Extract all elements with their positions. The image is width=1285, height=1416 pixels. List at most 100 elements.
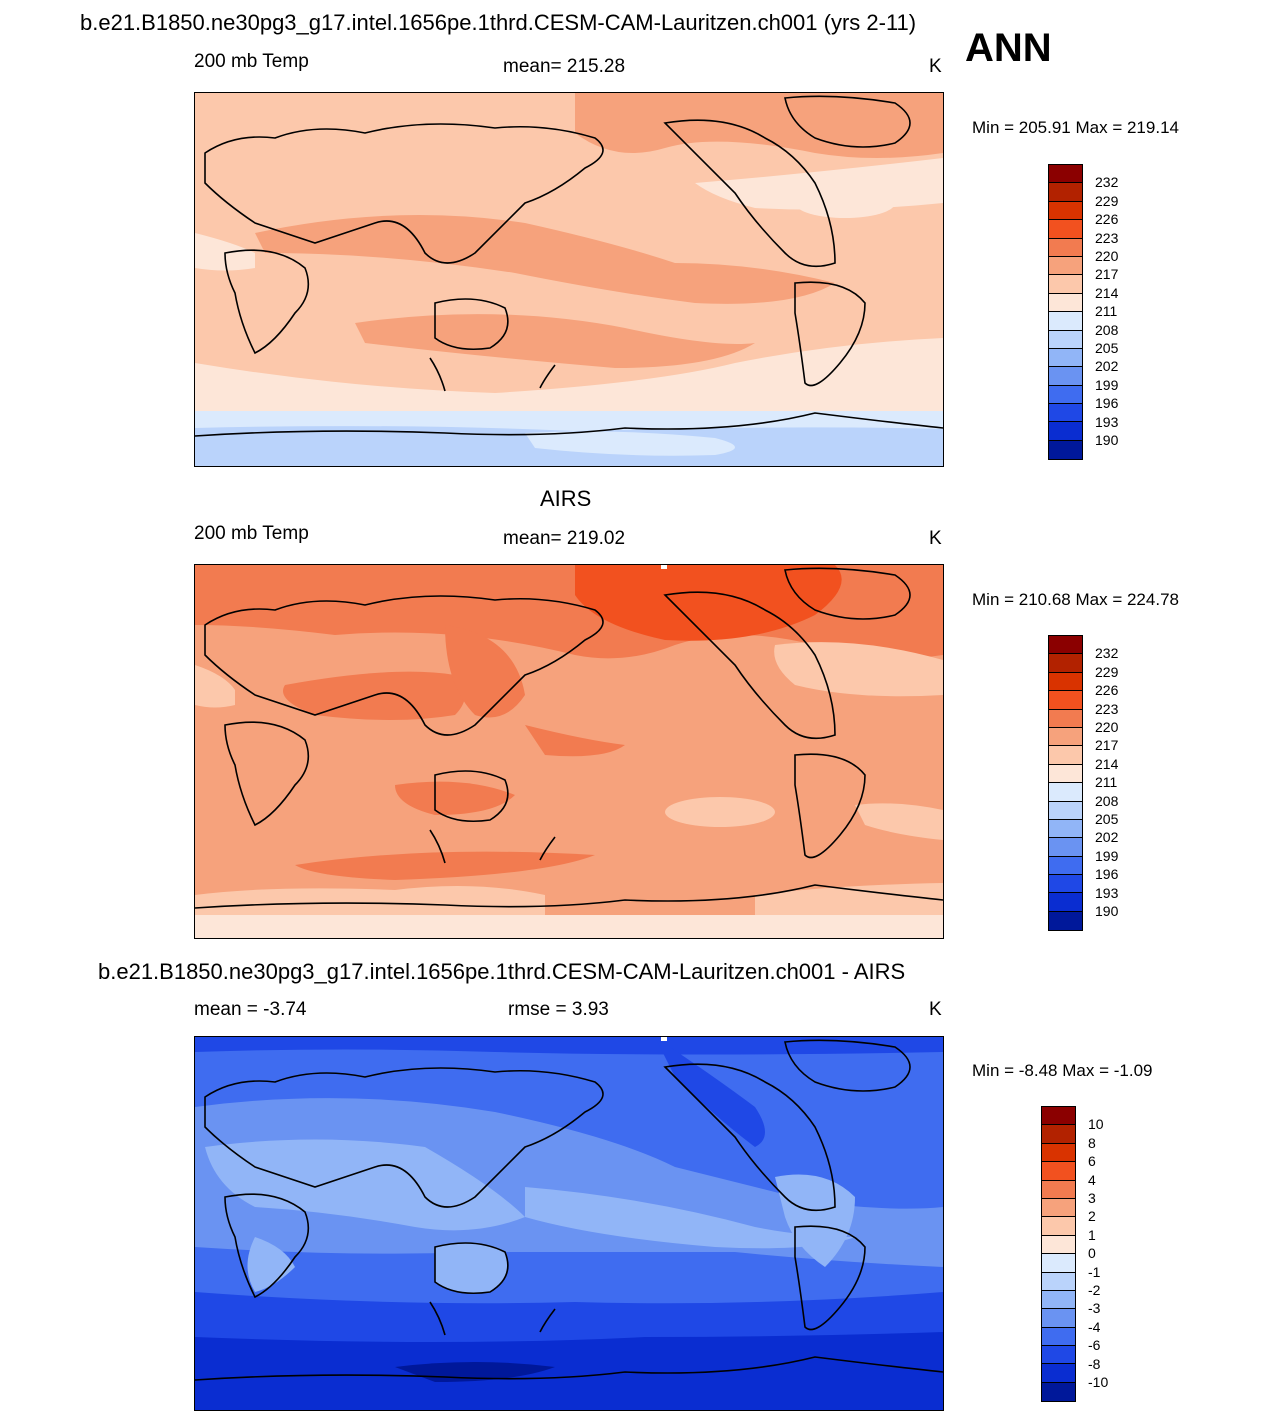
colorbar-swatch [1042,1364,1075,1383]
colorbar-tick-label: 229 [1095,192,1119,209]
colorbar-tick-label: -2 [1088,1282,1101,1298]
colorbar-tick-label: -3 [1088,1300,1101,1317]
colorbar-swatch [1042,1272,1075,1291]
panel3-contour-field [195,1037,943,1410]
colorbar-swatch [1049,422,1082,441]
colorbar-swatch [1049,764,1082,784]
colorbar-swatch [1049,654,1082,673]
colorbar-swatch [1042,1309,1075,1328]
panel1-units: K [929,56,942,77]
colorbar-swatch [1042,1180,1075,1199]
colorbar-swatch [1049,201,1082,221]
colorbar-swatch [1042,1327,1075,1347]
colorbar-tick-label: 232 [1095,645,1119,662]
panel3-mean: mean = -3.74 [194,999,307,1020]
panel3-minmax: Min = -8.48 Max = -1.09 [972,1061,1153,1080]
panel3-units: K [929,999,942,1020]
panel2-title: AIRS [540,486,592,511]
colorbar-tick-label: 199 [1095,376,1119,393]
colorbar-swatch [1049,293,1082,313]
panel2-minmax: Min = 210.68 Max = 224.78 [972,590,1179,609]
colorbar-swatch [1049,783,1082,802]
colorbar-tick-label: 190 [1095,432,1119,448]
colorbar-tick-label: 196 [1095,866,1119,883]
colorbar-tick-label: 196 [1095,395,1119,412]
colorbar-tick-label: 2 [1088,1208,1096,1225]
panel1-minmax: Min = 205.91 Max = 219.14 [972,118,1179,137]
colorbar-tick-label: 208 [1095,321,1119,338]
colorbar-swatch [1049,911,1082,931]
colorbar-tick-label: -4 [1088,1318,1101,1335]
colorbar-swatch [1049,330,1082,349]
colorbar-swatch [1049,819,1082,839]
colorbar-tick-label: 214 [1095,284,1119,301]
colorbar-tick-label: -1 [1088,1263,1101,1280]
colorbar-swatch [1049,275,1082,294]
colorbar-tick-label: 8 [1088,1134,1096,1151]
colorbar-swatch [1042,1198,1075,1218]
colorbar-swatch [1049,238,1082,257]
panel1-contour-field [195,93,943,466]
colorbar-tick-label: 232 [1095,174,1119,191]
colorbar-swatch [1049,893,1082,912]
colorbar-swatch [1049,838,1082,857]
colorbar-tick-label: 214 [1095,755,1119,772]
panel2-map [194,564,944,939]
colorbar-tick-label: 205 [1095,811,1119,827]
panel1-map [194,92,944,467]
colorbar-tick-label: 229 [1095,663,1119,680]
colorbar-swatch [1049,856,1082,876]
colorbar-swatch [1042,1162,1075,1181]
panel1-mean: mean= 215.28 [503,56,626,77]
colorbar-swatch [1049,220,1082,239]
colorbar-swatch [1049,404,1082,423]
colorbar-swatch [1049,672,1082,692]
colorbar-tick-label: 205 [1095,340,1119,356]
colorbar-tick-label: 217 [1095,266,1119,283]
colorbar-swatch [1049,636,1082,655]
colorbar-tick-label: 6 [1088,1153,1096,1170]
panel1-variable: 200 mb Temp [194,51,309,72]
colorbar-tick-label: -10 [1088,1374,1109,1390]
colorbar-tick-label: 190 [1095,903,1119,919]
panel1-colorbar [1048,164,1083,461]
colorbar-tick-label: -6 [1088,1337,1101,1354]
colorbar-swatch [1042,1217,1075,1236]
colorbar-swatch [1049,691,1082,710]
colorbar-swatch [1049,312,1082,331]
colorbar-tick-label: 10 [1088,1116,1104,1133]
colorbar-swatch [1049,801,1082,820]
colorbar-swatch [1049,256,1082,276]
colorbar-tick-label: 0 [1088,1245,1096,1262]
colorbar-tick-label: 3 [1088,1190,1096,1206]
colorbar-swatch [1049,165,1082,184]
colorbar-swatch [1042,1290,1075,1310]
panel2-variable: 200 mb Temp [194,523,309,544]
colorbar-swatch [1049,385,1082,405]
colorbar-swatch [1049,348,1082,368]
colorbar-tick-label: -8 [1088,1355,1101,1372]
colorbar-tick-label: 223 [1095,229,1119,246]
colorbar-swatch [1049,183,1082,202]
panel2-units: K [929,528,942,549]
panel2-mean: mean= 219.02 [503,528,626,549]
panel2-colorbar [1048,635,1083,932]
colorbar-tick-label: 220 [1095,719,1119,735]
colorbar-tick-label: 217 [1095,737,1119,754]
colorbar-tick-label: 211 [1095,774,1118,791]
colorbar-swatch [1042,1125,1075,1144]
colorbar-swatch [1049,440,1082,460]
colorbar-swatch [1049,746,1082,765]
colorbar-tick-label: 193 [1095,884,1119,901]
panel3-map [194,1036,944,1411]
colorbar-swatch [1042,1143,1075,1163]
panel3-rmse: rmse = 3.93 [508,999,609,1020]
colorbar-tick-label: 208 [1095,792,1119,809]
colorbar-swatch [1042,1254,1075,1273]
panel2-contour-field [195,565,943,938]
colorbar-tick-label: 199 [1095,847,1119,864]
panel3-colorbar [1041,1106,1076,1403]
figure-title: b.e21.B1850.ne30pg3_g17.intel.1656pe.1th… [80,10,917,35]
colorbar-swatch [1042,1235,1075,1255]
colorbar-tick-label: 1 [1088,1226,1096,1243]
